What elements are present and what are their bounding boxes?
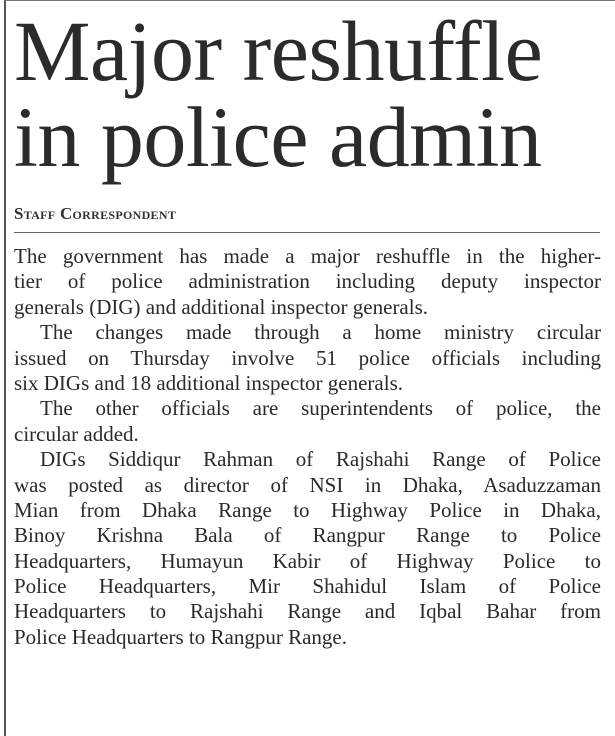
text-line: Headquarters to Rajshahi Range and Iqbal… [14, 599, 601, 624]
headline-line-1: Major reshuffle [14, 3, 543, 99]
text-line: Mian from Dhaka Range to Highway Police … [14, 497, 601, 522]
headline-line-2: in police admin [14, 89, 542, 185]
text-line: The changes made through a home ministry… [40, 320, 601, 345]
headline: Major reshuffle in police admin [14, 8, 610, 180]
text-line: Binoy Krishna Bala of Rangpur Range to P… [14, 523, 601, 548]
byline: Staff Correspondent [14, 204, 177, 223]
paragraph: The changes made through a home ministry… [14, 320, 601, 396]
text-line: six DIGs and 18 additional inspector gen… [14, 370, 403, 395]
text-line: Headquarters, Humayun Kabir of Highway P… [14, 548, 601, 573]
byline-divider [14, 232, 600, 233]
text-line: generals (DIG) and additional inspector … [14, 294, 429, 319]
text-line: DIGs Siddiqur Rahman of Rajshahi Range o… [40, 447, 601, 472]
paragraph: DIGs Siddiqur Rahman of Rajshahi Range o… [14, 447, 601, 650]
text-line: The government has made a major reshuffl… [14, 244, 601, 268]
paragraph: The other officials are superintendents … [14, 396, 601, 447]
text-line: issued on Thursday involve 51 police off… [14, 345, 601, 370]
article-body: The government has made a major reshuffl… [14, 244, 601, 650]
clipping-border [4, 0, 615, 736]
paragraph: The government has made a major reshuffl… [14, 244, 601, 320]
text-line: The other officials are superintendents … [40, 396, 601, 421]
text-line: circular added. [14, 421, 139, 446]
text-line: was posted as director of NSI in Dhaka, … [14, 472, 601, 497]
text-line: Police Headquarters to Rangpur Range. [14, 624, 347, 649]
text-line: Police Headquarters, Mir Shahidul Islam … [14, 574, 601, 599]
text-line: tier of police administration including … [14, 269, 601, 294]
